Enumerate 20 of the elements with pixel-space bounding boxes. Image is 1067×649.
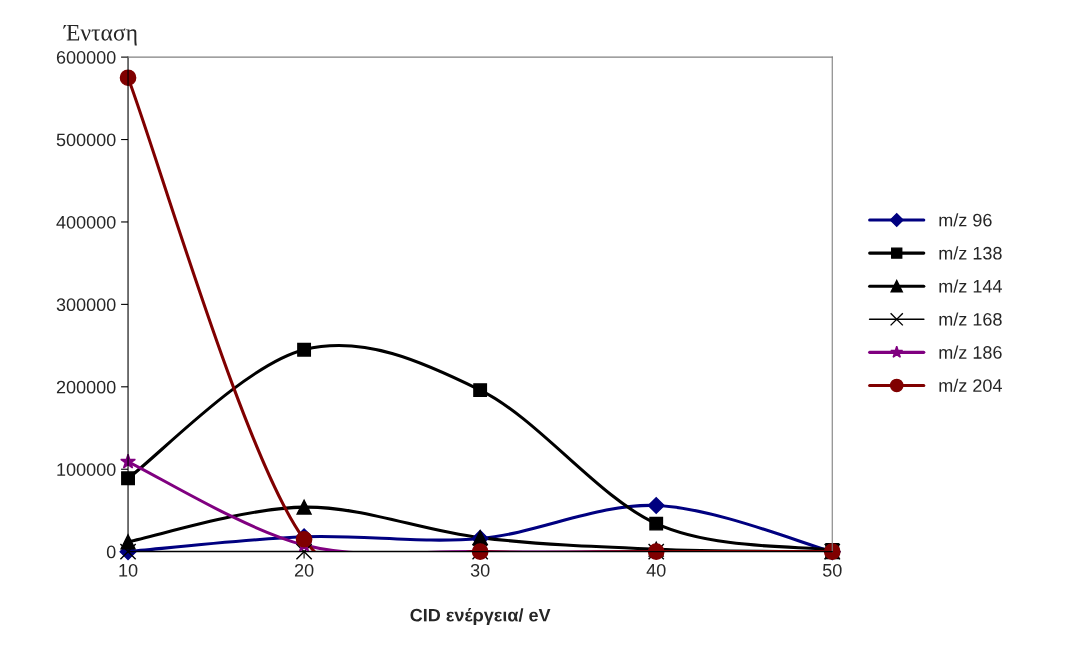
- y-tick-label: 100000: [57, 463, 116, 476]
- legend-label: m/z 96: [939, 213, 992, 227]
- x-tick-label: 50: [822, 563, 842, 577]
- x-tick-label: 40: [646, 563, 666, 577]
- legend-label: m/z 144: [939, 279, 1002, 293]
- legend-label: m/z 138: [939, 246, 1002, 260]
- x-tick-label: 20: [294, 563, 314, 577]
- y-tick-label: 500000: [56, 133, 116, 147]
- y-tick-label: 0: [106, 545, 116, 559]
- x-axis-title: CID ενέργεια/ eV: [410, 608, 551, 626]
- legend-label: m/z 168: [939, 312, 1002, 326]
- legend-label: m/z 204: [939, 378, 1002, 392]
- x-tick-label: 30: [470, 563, 490, 577]
- chart-title: Ένταση: [63, 24, 137, 46]
- y-tick-label: 400000: [56, 215, 116, 229]
- y-tick-label: 200000: [56, 380, 116, 394]
- legend-label: m/z 186: [939, 345, 1002, 359]
- y-tick-label: 600000: [56, 51, 116, 64]
- y-tick-label: 300000: [56, 298, 116, 312]
- x-tick-label: 10: [119, 563, 138, 577]
